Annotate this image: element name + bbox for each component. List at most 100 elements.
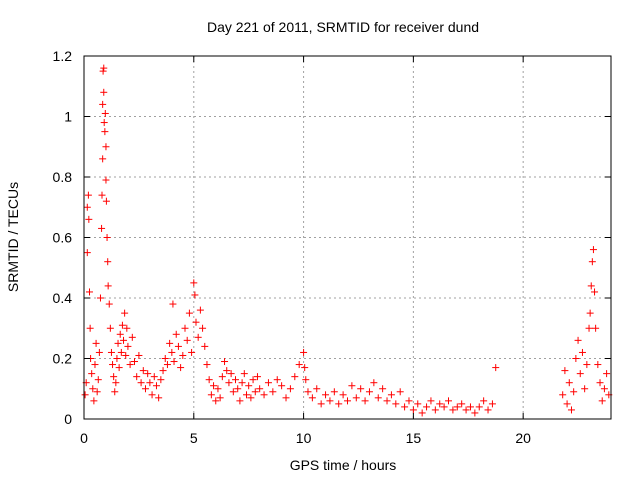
data-points-layer — [81, 64, 613, 417]
data-point — [308, 394, 316, 402]
data-point — [348, 382, 356, 390]
x-tick-label: 0 — [80, 430, 88, 446]
data-point — [214, 385, 222, 393]
data-point — [123, 324, 131, 332]
data-point — [101, 128, 109, 136]
data-point — [567, 406, 575, 414]
data-point — [256, 385, 264, 393]
data-point — [322, 391, 330, 399]
data-point — [223, 367, 231, 375]
data-point — [124, 342, 132, 350]
y-tick-label: 1.2 — [53, 48, 73, 64]
data-point — [247, 394, 255, 402]
data-point — [335, 400, 343, 408]
data-point — [379, 385, 387, 393]
data-point — [85, 288, 93, 296]
data-point — [188, 348, 196, 356]
data-point — [101, 109, 109, 117]
data-point — [183, 336, 191, 344]
data-point — [431, 406, 439, 414]
data-point — [84, 191, 92, 199]
x-tick-label: 10 — [296, 430, 312, 446]
data-point — [488, 400, 496, 408]
data-point — [596, 379, 604, 387]
data-point — [128, 333, 136, 341]
data-point — [221, 358, 229, 366]
data-point — [157, 376, 165, 384]
data-point — [144, 370, 152, 378]
data-point — [282, 394, 290, 402]
data-point — [242, 391, 250, 399]
data-point — [201, 342, 209, 350]
data-point — [598, 397, 606, 405]
data-point — [126, 361, 134, 369]
data-point — [155, 394, 163, 402]
x-tick-label: 15 — [406, 430, 422, 446]
data-point — [409, 406, 417, 414]
data-point — [100, 119, 108, 127]
data-point — [302, 376, 310, 384]
data-point — [405, 397, 413, 405]
data-point — [300, 348, 308, 356]
plot-frame — [83, 55, 612, 420]
data-point — [90, 397, 98, 405]
data-point — [83, 249, 91, 257]
data-point — [471, 409, 479, 417]
data-point — [249, 376, 257, 384]
data-point — [286, 385, 294, 393]
data-point — [449, 406, 457, 414]
data-point — [317, 400, 325, 408]
data-point — [466, 403, 474, 411]
data-point — [291, 373, 299, 381]
data-point — [122, 351, 130, 359]
data-point — [304, 388, 312, 396]
data-point — [427, 397, 435, 405]
data-point — [238, 379, 246, 387]
data-point — [370, 379, 378, 387]
data-point — [565, 379, 573, 387]
data-point — [264, 379, 272, 387]
data-point — [589, 246, 597, 254]
data-point — [440, 403, 448, 411]
data-point — [210, 382, 218, 390]
data-point — [458, 400, 466, 408]
data-point — [344, 397, 351, 405]
data-point — [396, 388, 404, 396]
data-point — [216, 394, 224, 402]
data-point — [102, 176, 110, 184]
y-tick-label: 1 — [64, 109, 72, 125]
data-point — [105, 300, 113, 308]
data-point — [141, 385, 149, 393]
data-point — [583, 361, 591, 369]
data-point — [574, 336, 582, 344]
data-point — [462, 406, 470, 414]
data-point — [273, 376, 281, 384]
data-point — [102, 143, 110, 151]
data-point — [81, 391, 89, 399]
data-point — [137, 379, 145, 387]
data-point — [194, 333, 202, 341]
data-point — [159, 367, 167, 375]
data-point — [392, 400, 400, 408]
data-point — [190, 279, 198, 287]
data-point — [207, 391, 215, 399]
data-point — [146, 379, 154, 387]
data-point — [586, 309, 594, 317]
data-point — [91, 361, 99, 369]
data-point — [117, 348, 125, 356]
data-point — [445, 397, 453, 405]
data-point — [100, 88, 108, 96]
data-point — [196, 306, 204, 314]
data-point — [414, 400, 422, 408]
data-point — [588, 258, 596, 266]
data-point — [570, 388, 578, 396]
data-point — [559, 391, 567, 399]
data-point — [585, 324, 593, 332]
ticks-layer: 0 0.2 0.4 0.6 0.8 1 1.2 0 5 10 15 20 — [53, 48, 611, 446]
data-point — [229, 388, 237, 396]
data-point — [102, 197, 110, 205]
data-point — [205, 376, 213, 384]
data-point — [295, 361, 303, 369]
data-point — [278, 382, 286, 390]
data-point — [387, 391, 395, 399]
